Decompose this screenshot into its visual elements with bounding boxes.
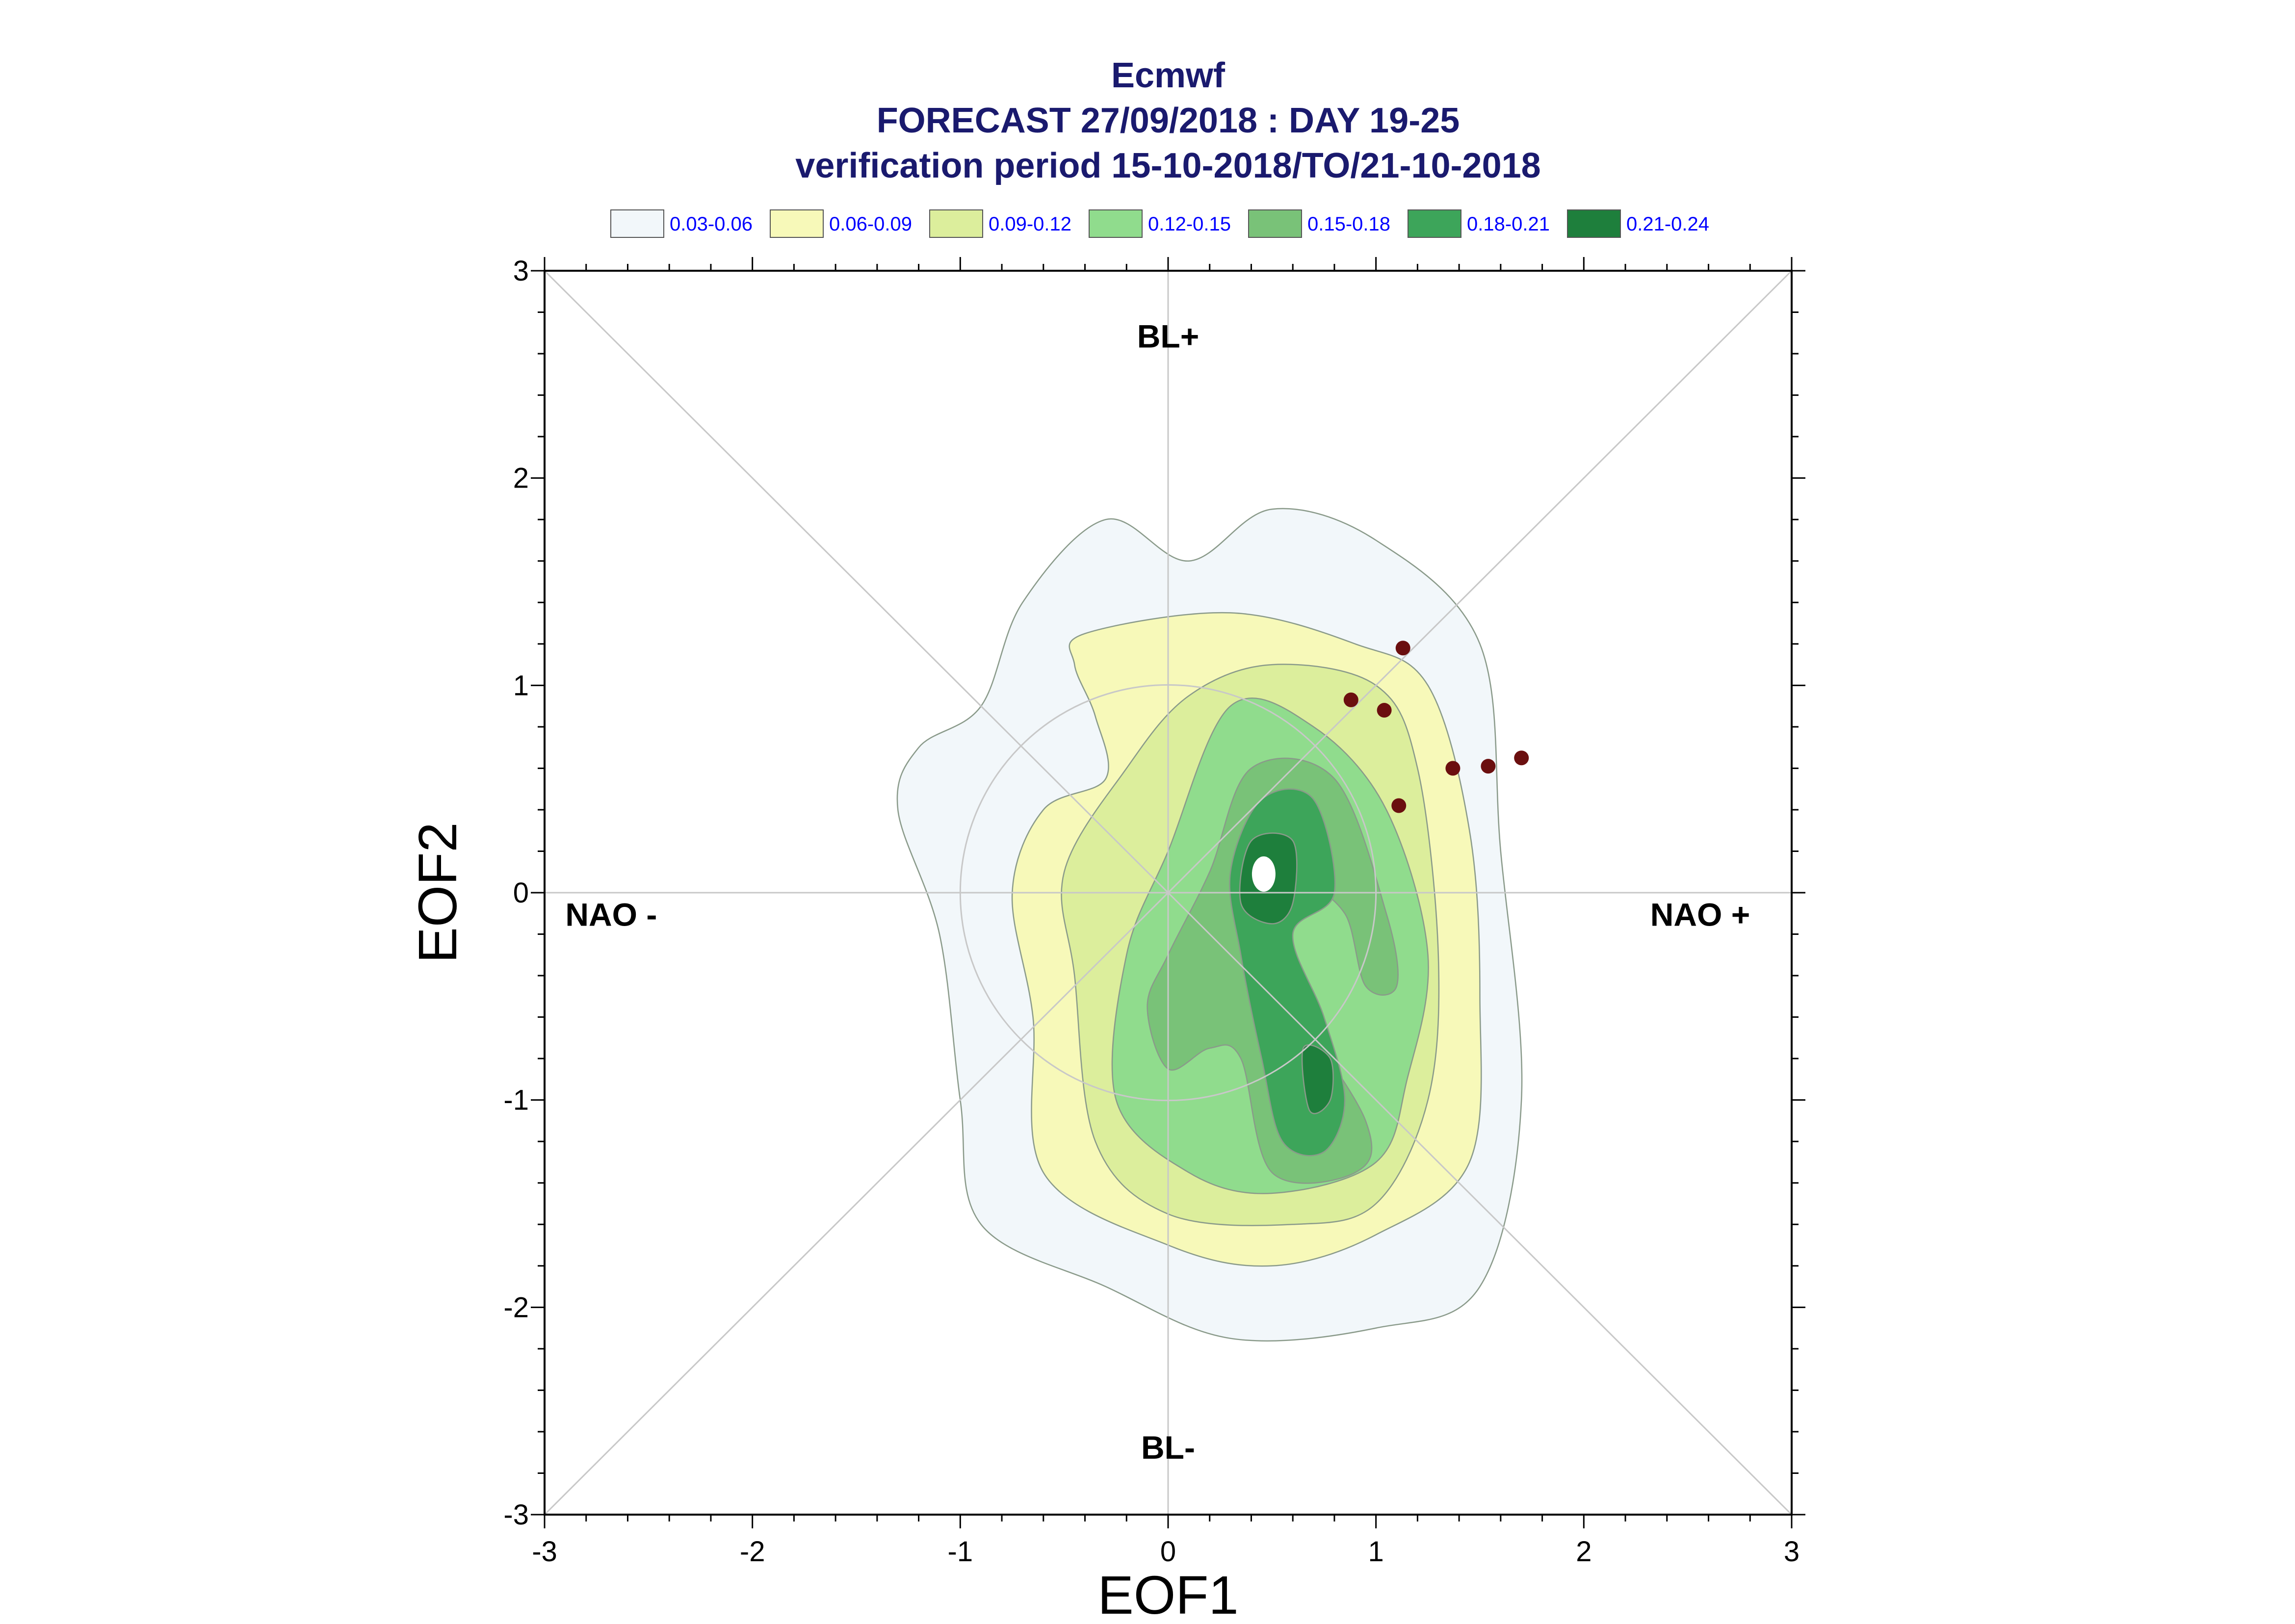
region-label-nao-plus: NAO +	[1650, 897, 1750, 933]
legend-swatch	[1089, 209, 1143, 238]
x-tick-label: 1	[1368, 1536, 1384, 1568]
title-line-3: verification period 15-10-2018/TO/21-10-…	[795, 146, 1540, 185]
legend-swatch	[1248, 209, 1302, 238]
unit-circle	[959, 684, 1377, 1102]
y-tick-label: 1	[513, 670, 529, 701]
y-tick-label: 2	[513, 463, 529, 494]
region-label-bl-plus: BL+	[1137, 318, 1200, 354]
legend-label: 0.18-0.21	[1467, 213, 1550, 235]
legend-label: 0.09-0.12	[989, 213, 1071, 235]
y-tick-label: -3	[503, 1499, 529, 1531]
data-point	[1377, 703, 1392, 718]
contour-level-6	[1301, 1044, 1334, 1114]
y-tick-label: 3	[513, 255, 529, 287]
legend: 0.03-0.06 0.06-0.09 0.09-0.12 0.12-0.15 0.15…	[610, 209, 1709, 238]
x-tick-label: -2	[740, 1536, 765, 1568]
legend-label: 0.15-0.18	[1307, 213, 1390, 235]
y-tick-label: -2	[503, 1291, 529, 1323]
x-tick-label: 3	[1784, 1536, 1799, 1568]
y-tick-label: -1	[503, 1084, 529, 1116]
member-points	[1343, 641, 1529, 813]
legend-swatch	[770, 209, 824, 238]
region-label-nao-minus: NAO -	[565, 897, 657, 933]
legend-label: 0.03-0.06	[670, 213, 753, 235]
legend-swatch	[1408, 209, 1461, 238]
chart-title: Ecmwf FORECAST 27/09/2018 : DAY 19-25 ve…	[795, 56, 1540, 185]
x-tick-label: 2	[1576, 1536, 1591, 1568]
data-point	[1514, 750, 1529, 766]
legend-label: 0.21-0.24	[1626, 213, 1709, 235]
legend-swatch	[610, 209, 664, 238]
data-point	[1481, 759, 1496, 774]
region-label-bl-minus: BL-	[1141, 1429, 1195, 1466]
data-point	[1395, 641, 1410, 656]
y-axis-title: EOF2	[408, 822, 468, 963]
legend-swatch	[929, 209, 983, 238]
axes	[531, 257, 1805, 1528]
title-line-1: Ecmwf	[1111, 56, 1226, 95]
density-contours	[896, 508, 1523, 1342]
data-point	[1445, 761, 1460, 776]
x-tick-label: -1	[948, 1536, 973, 1568]
data-point	[1391, 798, 1407, 813]
x-tick-label: -3	[532, 1536, 557, 1568]
x-tick-label: 0	[1160, 1536, 1176, 1568]
legend-swatch	[1567, 209, 1621, 238]
data-point	[1343, 692, 1358, 707]
x-axis-title: EOF1	[1097, 1565, 1238, 1624]
y-tick-label: 0	[513, 877, 529, 909]
title-line-2: FORECAST 27/09/2018 : DAY 19-25	[877, 101, 1460, 140]
legend-label: 0.12-0.15	[1148, 213, 1231, 235]
density-peak-marker	[1252, 856, 1276, 892]
legend-label: 0.06-0.09	[829, 213, 912, 235]
tick-labels: -3 -2 -1 0 1 2 3 -3 -2 -1 0 1 2 3	[503, 255, 1799, 1568]
guide-lines	[544, 270, 1793, 1516]
